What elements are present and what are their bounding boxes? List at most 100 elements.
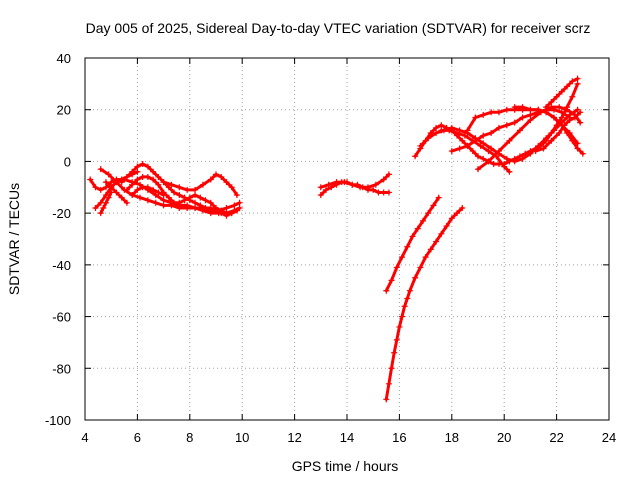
data-point-marker xyxy=(231,202,238,209)
data-point-marker xyxy=(527,111,534,118)
data-point-marker xyxy=(139,161,146,168)
data-point-marker xyxy=(454,210,461,217)
data-point-marker xyxy=(97,166,104,173)
data-point-marker xyxy=(223,204,230,211)
data-point-marker xyxy=(129,192,136,199)
data-point-marker xyxy=(105,171,112,178)
data-point-marker xyxy=(213,171,219,178)
series-arc-13 xyxy=(383,194,442,294)
data-point-marker xyxy=(97,210,104,217)
data-point-marker xyxy=(519,114,526,121)
x-tick-label: 22 xyxy=(549,430,563,445)
data-point-marker xyxy=(333,179,340,186)
data-point-marker xyxy=(425,135,432,142)
data-point-marker xyxy=(435,194,442,201)
data-point-marker xyxy=(228,210,235,217)
data-point-marker xyxy=(535,142,542,149)
x-tick-label: 14 xyxy=(340,430,354,445)
series-arc-22 xyxy=(532,109,584,155)
data-point-marker xyxy=(511,104,518,111)
data-point-marker xyxy=(192,192,199,199)
data-point-marker xyxy=(399,254,406,261)
data-point-marker xyxy=(419,217,426,224)
data-point-marker xyxy=(144,197,151,204)
data-point-marker xyxy=(134,186,141,193)
data-point-marker xyxy=(461,132,468,139)
data-point-marker xyxy=(92,184,99,191)
series-line xyxy=(439,128,511,174)
data-point-marker xyxy=(380,189,387,196)
data-point-marker xyxy=(233,192,240,199)
data-point-marker xyxy=(566,117,573,124)
data-point-marker xyxy=(433,124,440,131)
data-point-marker xyxy=(485,148,492,155)
data-point-marker xyxy=(129,168,136,175)
data-point-marker xyxy=(477,142,484,149)
data-point-marker xyxy=(192,199,199,206)
data-point-marker xyxy=(548,98,555,105)
data-point-marker xyxy=(380,176,387,183)
data-point-marker xyxy=(123,199,130,206)
data-point-marker xyxy=(144,163,151,170)
data-point-marker xyxy=(516,127,523,134)
y-axis-label: SDTVAR / TECUs xyxy=(6,183,22,295)
data-point-marker xyxy=(176,184,183,191)
data-point-marker xyxy=(317,192,324,199)
data-point-marker xyxy=(202,204,209,211)
data-point-marker xyxy=(472,114,479,121)
data-point-marker xyxy=(97,199,104,206)
data-point-marker xyxy=(425,210,432,217)
data-point-marker xyxy=(87,176,94,183)
series-layer xyxy=(87,75,586,403)
data-point-marker xyxy=(459,204,466,211)
data-point-marker xyxy=(564,83,571,90)
data-point-marker xyxy=(464,142,471,149)
series-arc-10 xyxy=(129,184,167,199)
data-point-marker xyxy=(152,199,159,206)
data-point-marker xyxy=(558,114,565,121)
data-point-marker xyxy=(357,184,364,191)
data-point-marker xyxy=(459,137,466,144)
data-point-marker xyxy=(118,194,125,201)
series-arc-8 xyxy=(123,173,240,217)
data-point-marker xyxy=(323,186,330,193)
x-tick-label: 24 xyxy=(602,430,616,445)
data-point-marker xyxy=(480,132,487,139)
data-point-marker xyxy=(385,380,392,387)
data-point-marker xyxy=(123,186,130,193)
data-point-marker xyxy=(113,189,120,196)
data-point-marker xyxy=(503,122,510,129)
data-point-marker xyxy=(412,274,419,281)
data-point-marker xyxy=(399,313,406,320)
data-point-marker xyxy=(102,184,109,191)
data-point-marker xyxy=(506,137,513,144)
data-point-marker xyxy=(383,396,390,403)
series-arc-14 xyxy=(383,204,466,403)
y-tick-label: 0 xyxy=(64,154,71,169)
data-point-marker xyxy=(527,106,534,113)
data-point-marker xyxy=(168,181,175,188)
data-point-marker xyxy=(223,179,230,186)
data-point-marker xyxy=(422,254,429,261)
data-point-marker xyxy=(503,155,510,162)
data-point-marker xyxy=(456,145,463,152)
data-point-marker xyxy=(543,135,550,142)
data-point-marker xyxy=(197,194,204,201)
data-point-marker xyxy=(155,173,162,180)
data-point-marker xyxy=(406,287,413,294)
y-tick-label: -60 xyxy=(52,310,71,325)
data-point-marker xyxy=(409,233,416,240)
series-arc-9 xyxy=(160,171,240,199)
data-point-marker xyxy=(571,114,578,121)
data-point-marker xyxy=(97,186,104,193)
data-point-marker xyxy=(401,303,408,310)
data-point-marker xyxy=(412,153,419,160)
data-point-marker xyxy=(102,179,109,186)
data-point-marker xyxy=(532,148,539,155)
x-tick-label: 12 xyxy=(287,430,301,445)
y-tick-label: -40 xyxy=(52,258,71,273)
data-point-marker xyxy=(488,129,495,136)
data-point-marker xyxy=(228,184,235,191)
data-point-marker xyxy=(577,109,584,116)
data-point-marker xyxy=(540,145,547,152)
